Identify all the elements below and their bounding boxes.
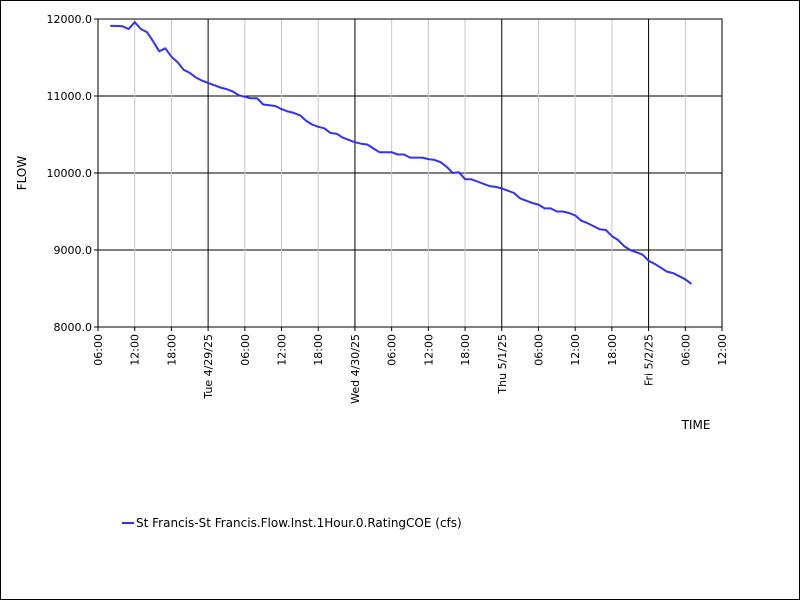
y-tick-label: 10000.0 (47, 167, 93, 180)
y-tick-label: 11000.0 (47, 90, 93, 103)
y-tick-label: 12000.0 (47, 13, 93, 26)
x-tick-label: 12:00 (129, 334, 142, 366)
grid (97, 18, 723, 328)
x-tick-label: Tue 4/29/25 (202, 334, 215, 400)
legend: St Francis-St Francis.Flow.Inst.1Hour.0.… (122, 516, 462, 530)
x-tick-label: 06:00 (679, 334, 692, 366)
x-tick-label: 12:00 (422, 334, 435, 366)
x-tick-label: 12:00 (276, 334, 289, 366)
y-axis-ticks: 8000.0 9000.0 10000.0 11000.0 12000.0 (47, 13, 98, 334)
x-tick-label: Thu 5/1/25 (496, 334, 509, 395)
x-tick-label: Wed 4/30/25 (349, 334, 362, 404)
x-tick-label: 06:00 (92, 334, 105, 366)
y-tick-label: 8000.0 (54, 321, 93, 334)
x-tick-label: 12:00 (569, 334, 582, 366)
y-tick-label: 9000.0 (54, 244, 93, 257)
x-axis-title: TIME (681, 418, 711, 432)
x-tick-label: 06:00 (386, 334, 399, 366)
x-tick-label: 12:00 (716, 334, 729, 366)
x-tick-label: 18:00 (459, 334, 472, 366)
x-tick-label: Fri 5/2/25 (643, 334, 656, 386)
x-tick-label: 18:00 (312, 334, 325, 366)
series-layer (110, 21, 693, 285)
x-tick-label: 18:00 (165, 334, 178, 366)
y-axis-title: FLOW (15, 156, 29, 191)
x-tick-label: 06:00 (239, 334, 252, 366)
series-line-flow (110, 21, 693, 285)
x-axis-ticks: 06:00 12:00 18:00 Tue 4/29/25 06:00 12:00 18:0… (92, 327, 729, 404)
x-tick-label: 18:00 (606, 334, 619, 366)
legend-label: St Francis-St Francis.Flow.Inst.1Hour.0.… (136, 516, 462, 530)
x-tick-label: 06:00 (532, 334, 545, 366)
